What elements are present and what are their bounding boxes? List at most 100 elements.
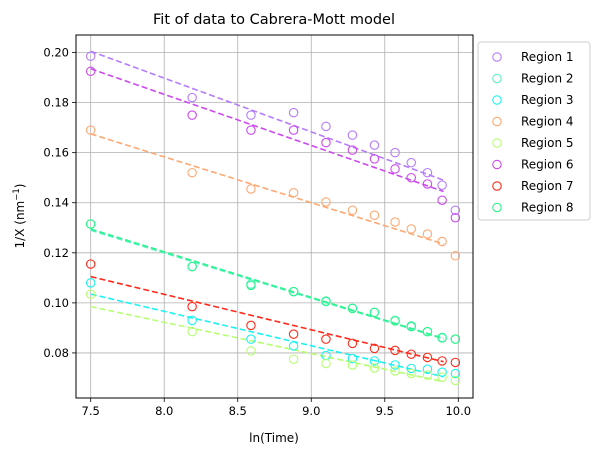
region-6-point	[390, 164, 400, 174]
region-8-point	[246, 280, 256, 291]
region-6-point	[369, 154, 380, 164]
region-1-point	[437, 180, 447, 190]
region-8-point	[369, 307, 380, 318]
region-5-point	[422, 370, 433, 380]
region-8-point	[85, 219, 96, 229]
region-8-point	[187, 261, 197, 272]
region-6-point	[406, 172, 416, 183]
region-4-legend-label: Region 4	[521, 115, 574, 129]
region-3-point	[390, 360, 400, 370]
legend-frame	[477, 41, 591, 221]
grid-layer	[76, 35, 473, 398]
y-tick-label: 0.14	[43, 196, 69, 210]
region-7-point	[390, 345, 400, 356]
region-4-point	[85, 125, 96, 135]
region-8-point	[390, 316, 400, 326]
y-tick-label: 0.10	[43, 296, 69, 310]
x-tick-label: 8.0	[155, 404, 173, 418]
region-2-legend-marker	[492, 73, 502, 84]
plot-frame	[75, 34, 474, 399]
region-4-point	[437, 236, 447, 247]
region-7-point	[437, 356, 447, 366]
region-5-point	[406, 368, 416, 379]
region-4-point	[406, 224, 416, 234]
region-3-point	[450, 368, 461, 379]
region-6-point	[450, 213, 461, 223]
y-tick-label: 0.20	[43, 46, 69, 60]
x-ticks-layer: 7.5 8.0 8.5 9.0 9.5 10.0	[82, 398, 471, 418]
y-axis-label-superscript: −1	[12, 188, 22, 201]
region-6-point	[422, 179, 433, 189]
region-1-point	[85, 51, 96, 62]
region-6-legend-label: Region 6	[521, 158, 574, 172]
region-1-point	[422, 167, 433, 178]
region-8-point	[288, 286, 299, 297]
region-3-point	[347, 353, 358, 364]
legend-items: Region 1 Region 2 Region 3 Region 4 Region 5…	[492, 50, 574, 215]
region-7-legend-label: Region 7	[521, 179, 574, 193]
region-5-point	[390, 366, 400, 376]
region-4-legend-marker	[492, 116, 502, 127]
region-4-point	[288, 187, 299, 198]
region-8-point	[450, 334, 461, 344]
region-7-fit-line	[90, 275, 444, 363]
region-8-point	[406, 321, 416, 332]
region-3-fit-line	[90, 293, 444, 378]
x-tick-label: 7.5	[82, 404, 100, 418]
data-points-layer	[85, 51, 461, 386]
region-7-point	[347, 338, 358, 349]
region-8-point	[437, 333, 447, 343]
fit-lines-layer	[90, 50, 444, 383]
region-3-point	[369, 356, 380, 366]
region-8-fit-line	[90, 228, 444, 340]
region-8-point	[347, 303, 358, 314]
region-7-point	[288, 329, 299, 339]
region-6-point	[288, 125, 299, 135]
region-5-fit-line	[90, 305, 444, 383]
region-4-point	[347, 205, 358, 215]
region-3-point	[422, 364, 433, 374]
region-7-point	[369, 343, 380, 354]
region-5-legend-label: Region 5	[521, 136, 574, 150]
region-4-point	[450, 251, 461, 261]
region-8-legend-marker	[492, 202, 502, 213]
region-7-point	[246, 320, 256, 331]
y-tick-label: 0.16	[43, 146, 69, 160]
region-1-point	[347, 130, 358, 140]
region-7-point	[450, 357, 461, 368]
region-7-point	[406, 349, 416, 359]
y-tick-label: 0.12	[43, 246, 69, 260]
chart-legend: Region 1 Region 2 Region 3 Region 4 Region 5…	[477, 41, 591, 221]
region-1-legend-label: Region 1	[521, 50, 574, 64]
x-tick-label: 9.5	[376, 404, 394, 418]
region-7-point	[85, 259, 96, 269]
y-axis-label-tail: )	[13, 184, 27, 189]
region-3-point	[187, 315, 197, 326]
region-5-point	[288, 354, 299, 364]
y-tick-label: 0.18	[43, 96, 69, 110]
x-tick-label: 9.0	[302, 404, 320, 418]
region-1-point	[369, 140, 380, 150]
region-5-point	[437, 372, 447, 382]
region-8-point	[422, 326, 433, 337]
y-tick-label: 0.08	[43, 346, 69, 360]
region-3-point	[85, 278, 96, 288]
region-1-point	[246, 110, 256, 120]
region-7-point	[321, 334, 331, 344]
region-8-point	[321, 296, 331, 306]
y-axis-label: 1/X (nm−1)	[12, 184, 27, 249]
x-axis-label: ln(Time)	[249, 431, 299, 445]
region-5-point	[246, 346, 256, 356]
region-5-point	[85, 289, 96, 299]
region-4-point	[369, 210, 380, 220]
region-4-point	[321, 197, 331, 207]
region-3-legend-marker	[492, 95, 502, 105]
region-6-point	[85, 66, 96, 77]
region-4-point	[390, 217, 400, 227]
region-5-legend-marker	[492, 138, 502, 148]
region-6-point	[437, 195, 447, 205]
x-tick-label: 8.5	[229, 404, 247, 418]
y-axis-label-main: 1/X (nm	[13, 201, 27, 249]
